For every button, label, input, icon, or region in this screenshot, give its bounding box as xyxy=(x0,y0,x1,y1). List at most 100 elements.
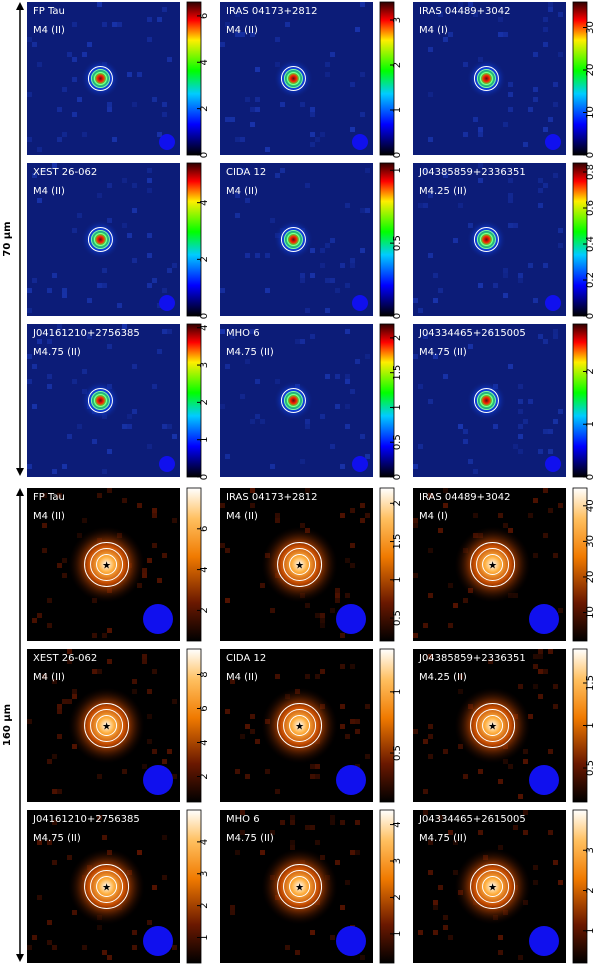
contour xyxy=(277,703,323,748)
noise-pixel xyxy=(172,774,177,779)
colorbar xyxy=(379,1,395,156)
noise-pixel xyxy=(107,955,112,960)
noise-pixel xyxy=(77,533,82,538)
colorbar-tick-label: 0 xyxy=(199,152,210,158)
noise-pixel xyxy=(57,789,62,794)
noise-pixel xyxy=(295,950,300,955)
source-glow xyxy=(273,219,314,260)
colorbar-tick-label: 2 xyxy=(199,902,210,908)
noise-pixel xyxy=(543,669,548,674)
noise-pixel xyxy=(518,278,523,283)
noise-pixel xyxy=(315,613,320,618)
noise-pixel xyxy=(533,87,538,92)
noise-pixel xyxy=(428,548,433,553)
noise-pixel xyxy=(107,107,112,112)
noise-pixel xyxy=(508,364,513,369)
noise-pixel xyxy=(335,860,340,865)
colorbar-tick-label: 4 xyxy=(199,566,210,572)
noise-pixel xyxy=(152,885,157,890)
noise-pixel xyxy=(345,404,350,409)
noise-pixel xyxy=(220,543,225,548)
noise-pixel xyxy=(52,679,57,684)
noise-pixel xyxy=(453,238,458,243)
noise-pixel xyxy=(132,409,137,414)
noise-pixel xyxy=(423,789,428,794)
noise-pixel xyxy=(528,513,533,518)
noise-pixel xyxy=(147,253,152,258)
noise-pixel xyxy=(533,52,538,57)
noise-pixel xyxy=(548,449,553,454)
noise-pixel xyxy=(443,37,448,42)
contour xyxy=(473,227,499,252)
colorbar-tick-label: 2 xyxy=(199,773,210,779)
noise-pixel xyxy=(255,97,260,102)
noise-pixel xyxy=(493,424,498,429)
noise-pixel xyxy=(260,419,265,424)
noise-pixel xyxy=(345,283,350,288)
contour xyxy=(476,870,510,903)
noise-pixel xyxy=(463,429,468,434)
noise-pixel xyxy=(350,850,355,855)
noise-pixel xyxy=(167,424,172,429)
noise-pixel xyxy=(47,759,52,764)
noise-pixel xyxy=(433,298,438,303)
colorbar-tick-label: 0 xyxy=(199,313,210,319)
colorbar-tick-label: 0 xyxy=(392,152,403,158)
noise-pixel xyxy=(235,850,240,855)
beam xyxy=(352,134,368,150)
spectral-class: M4 (II) xyxy=(226,511,258,522)
noise-pixel xyxy=(508,82,513,87)
contour xyxy=(277,864,323,909)
source-glow xyxy=(80,380,121,421)
noise-pixel xyxy=(47,339,52,344)
noise-pixel xyxy=(112,137,117,142)
colorbar xyxy=(186,487,202,642)
noise-pixel xyxy=(558,880,563,885)
noise-pixel xyxy=(52,163,57,168)
noise-pixel xyxy=(47,598,52,603)
noise-pixel xyxy=(365,168,370,173)
noise-pixel xyxy=(67,855,72,860)
beam xyxy=(336,926,366,956)
noise-pixel xyxy=(330,52,335,57)
noise-pixel xyxy=(538,178,543,183)
source-name: J04334465+2615005 xyxy=(418,814,526,825)
noise-pixel xyxy=(523,759,528,764)
noise-pixel xyxy=(473,469,478,474)
noise-pixel xyxy=(77,213,82,218)
noise-pixel xyxy=(360,112,365,117)
noise-pixel xyxy=(523,419,528,424)
beam xyxy=(545,456,561,472)
colorbar-tick-label: 0.5 xyxy=(392,434,403,450)
noise-pixel xyxy=(533,97,538,102)
star-marker: ★ xyxy=(488,561,497,572)
noise-pixel xyxy=(438,528,443,533)
colorbar xyxy=(572,487,588,642)
contour xyxy=(87,227,113,252)
noise-pixel xyxy=(97,283,102,288)
colorbar-tick-label: 0.2 xyxy=(585,272,596,288)
colorbar-tick-label: 3 xyxy=(392,858,403,864)
noise-pixel xyxy=(345,203,350,208)
beam xyxy=(143,926,173,956)
colorbar-tick-label: 3 xyxy=(585,847,596,853)
colorbar-tick-label: 8 xyxy=(199,671,210,677)
colorbar-tick-label: 4 xyxy=(199,199,210,205)
source-name: J04161210+2756385 xyxy=(32,328,140,339)
colorbar-tick-label: 20 xyxy=(585,64,596,77)
colorbar-tick-label: 4 xyxy=(392,821,403,827)
noise-pixel xyxy=(558,503,563,508)
noise-pixel xyxy=(270,608,275,613)
noise-pixel xyxy=(325,308,330,313)
noise-pixel xyxy=(127,233,132,238)
noise-pixel xyxy=(122,324,127,329)
noise-pixel xyxy=(340,704,345,709)
noise-pixel xyxy=(32,42,37,47)
noise-pixel xyxy=(498,845,503,850)
colorbar-tick-label: 1 xyxy=(199,934,210,940)
noise-pixel xyxy=(37,198,42,203)
noise-pixel xyxy=(548,7,553,12)
spectral-class: M4.25 (II) xyxy=(419,672,467,683)
noise-pixel xyxy=(335,374,340,379)
